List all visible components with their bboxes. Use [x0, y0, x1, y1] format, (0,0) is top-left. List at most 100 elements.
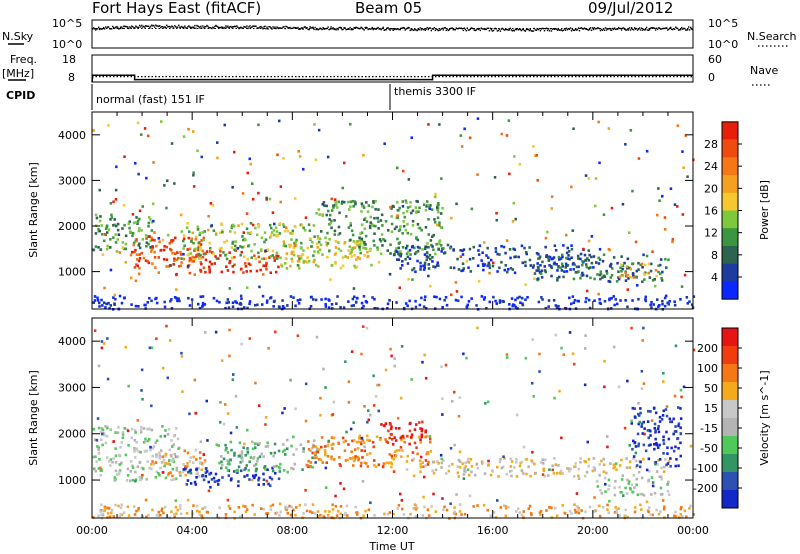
power-scatter-cell	[268, 197, 272, 201]
velocity-echo-cell	[660, 418, 664, 421]
velocity-echo-cell	[164, 429, 167, 432]
velocity-echo-cell	[579, 457, 582, 460]
velocity-echo-cell	[457, 475, 460, 478]
power-echo-cell	[587, 259, 590, 262]
velocity-echo-cell	[285, 508, 289, 511]
power-echo-cell	[145, 241, 149, 245]
velocity-echo-cell	[239, 460, 242, 464]
velocity-echo-cell	[311, 446, 314, 450]
power-echo-cell	[128, 230, 132, 233]
power-scatter-cell	[628, 231, 631, 235]
velocity-echo-cell	[358, 436, 361, 440]
power-echo-cell	[155, 296, 158, 300]
velocity-scatter-cell	[219, 420, 222, 424]
velocity-echo-cell	[547, 474, 550, 477]
nsky-point	[201, 27, 203, 29]
freq-left-tick-top: 18	[62, 53, 76, 66]
power-echo-cell	[345, 215, 348, 218]
nsky-point	[213, 27, 215, 29]
velocity-echo-cell	[253, 442, 257, 445]
power-echo-cell	[218, 247, 222, 251]
nsky-point	[294, 27, 296, 29]
velocity-scatter-cell	[476, 326, 479, 330]
power-echo-cell	[368, 224, 372, 228]
power-echo-cell	[100, 224, 103, 227]
velocity-colorbar-tick-label: -100	[693, 462, 718, 475]
velocity-scatter-cell	[376, 383, 379, 387]
power-echo-cell	[686, 302, 689, 305]
power-echo-cell	[384, 220, 388, 223]
velocity-scatter-cell	[496, 499, 499, 502]
power-echo-cell	[461, 249, 464, 253]
power-echo-cell	[128, 226, 131, 230]
velocity-colorbar-tick-label: 50	[704, 382, 718, 395]
velocity-echo-cell	[257, 478, 260, 482]
nsky-point	[365, 26, 367, 28]
velocity-scatter-cell	[468, 494, 472, 498]
power-scatter-cell	[153, 250, 156, 254]
velocity-echo-cell	[658, 415, 662, 419]
power-echo-cell	[663, 304, 667, 308]
nsky-point	[506, 28, 509, 31]
velocity-echo-cell	[415, 446, 418, 450]
power-scatter-cell	[114, 198, 118, 201]
power-echo-cell	[228, 259, 232, 263]
velocity-echo-cell	[366, 453, 369, 456]
velocity-echo-cell	[460, 513, 463, 516]
power-echo-cell	[289, 295, 293, 298]
power-echo-cell	[199, 247, 202, 251]
power-echo-cell	[155, 244, 158, 248]
velocity-echo-cell	[174, 455, 178, 459]
power-echo-cell	[336, 206, 339, 209]
nsky-point	[401, 27, 403, 29]
velocity-echo-cell	[118, 470, 121, 474]
power-echo-cell	[544, 245, 547, 249]
velocity-echo-cell	[97, 426, 101, 430]
velocity-echo-cell	[203, 460, 207, 464]
velocity-echo-cell	[131, 464, 134, 468]
velocity-echo-cell	[309, 461, 313, 464]
velocity-echo-cell	[338, 456, 341, 459]
velocity-echo-cell	[150, 462, 153, 466]
velocity-colorbar-swatch	[722, 436, 738, 455]
power-echo-cell	[552, 256, 556, 259]
power-echo-cell	[122, 247, 126, 251]
velocity-echo-cell	[194, 483, 197, 486]
velocity-echo-cell	[657, 424, 660, 428]
velocity-echo-cell	[309, 449, 312, 453]
power-echo-cell	[546, 256, 550, 259]
velocity-echo-cell	[395, 449, 399, 452]
power-echo-cell	[333, 229, 337, 233]
velocity-echo-cell	[262, 483, 265, 486]
power-scatter-cell	[137, 172, 140, 176]
nsky-point	[310, 27, 312, 29]
power-ytick-label: 1000	[58, 266, 86, 279]
nsky-point	[174, 25, 176, 27]
power-scatter-cell	[352, 287, 356, 290]
velocity-echo-cell	[510, 469, 513, 473]
power-echo-cell	[425, 307, 428, 310]
nsky-point	[689, 29, 691, 31]
power-echo-cell	[435, 295, 438, 299]
velocity-echo-cell	[106, 516, 109, 519]
power-echo-cell	[242, 245, 246, 249]
power-echo-cell	[99, 248, 103, 251]
power-echo-cell	[599, 277, 602, 281]
power-scatter-cell	[686, 175, 689, 179]
velocity-echo-cell	[503, 504, 506, 508]
velocity-echo-cell	[114, 454, 118, 458]
power-echo-cell	[520, 244, 524, 248]
freq-nave-panel: Freq. [MHz] 18 8 60 0 Nave	[2, 53, 778, 86]
velocity-echo-cell	[220, 466, 223, 470]
nsky-point	[323, 28, 325, 30]
nsky-point	[220, 26, 222, 29]
power-echo-cell	[624, 271, 627, 275]
power-echo-cell	[634, 275, 638, 279]
power-echo-cell	[175, 296, 178, 300]
power-echo-cell	[170, 298, 173, 301]
power-echo-cell	[605, 272, 609, 275]
velocity-echo-cell	[99, 430, 102, 434]
nsky-point	[600, 28, 603, 31]
nsky-point	[515, 28, 518, 31]
power-echo-cell	[272, 229, 276, 232]
